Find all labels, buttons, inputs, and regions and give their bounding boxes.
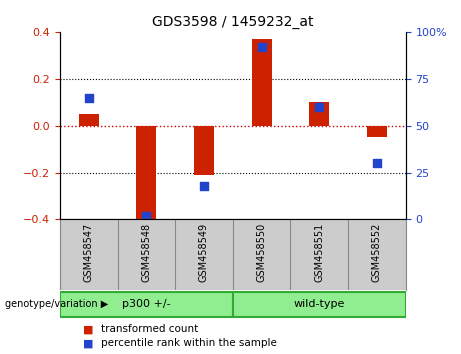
Bar (252, 39, 272, 126)
Text: GSM458551: GSM458551 (314, 223, 324, 282)
Bar (309, 102, 329, 126)
Text: p300 +/-: p300 +/- (122, 299, 171, 309)
Point (373, 160, 381, 166)
Text: transformed count: transformed count (101, 324, 199, 334)
Bar (79, 114, 99, 126)
Text: GSM458547: GSM458547 (84, 223, 94, 282)
Text: GSM458550: GSM458550 (257, 223, 266, 282)
Text: GSM458549: GSM458549 (199, 223, 209, 282)
Point (315, 104, 323, 110)
Bar (136, 126, 156, 219)
Bar (60, 292, 233, 317)
Point (200, 183, 207, 189)
Point (142, 213, 150, 218)
Text: genotype/variation ▶: genotype/variation ▶ (5, 299, 108, 309)
Bar (194, 126, 214, 175)
Bar (233, 292, 406, 317)
Text: ■: ■ (83, 338, 94, 348)
Text: GSM458552: GSM458552 (372, 223, 382, 282)
Text: percentile rank within the sample: percentile rank within the sample (101, 338, 278, 348)
Point (85, 95, 92, 101)
Bar (367, 126, 387, 137)
Text: ■: ■ (83, 324, 94, 334)
Text: wild-type: wild-type (294, 299, 345, 309)
Text: GSM458548: GSM458548 (142, 223, 151, 282)
Title: GDS3598 / 1459232_at: GDS3598 / 1459232_at (152, 16, 313, 29)
Point (258, 44, 266, 50)
